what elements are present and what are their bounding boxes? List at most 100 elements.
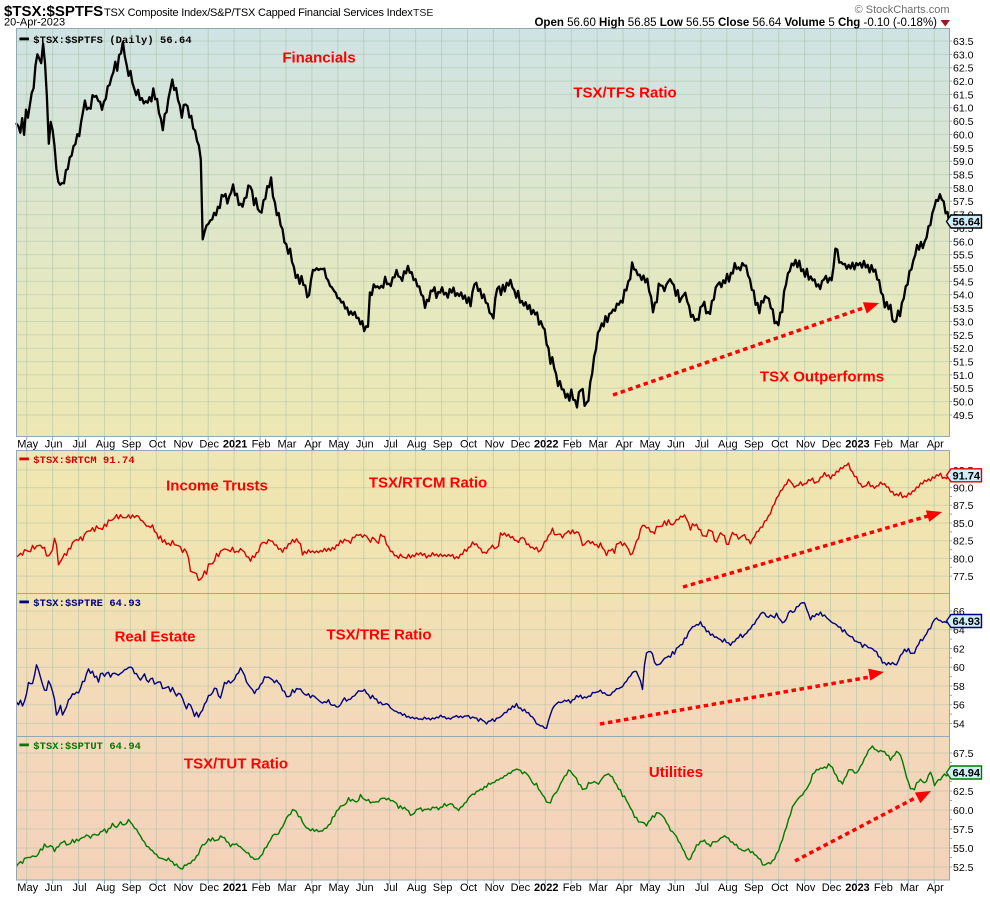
svg-text:Nov: Nov (173, 882, 193, 894)
svg-text:61.0: 61.0 (953, 103, 974, 115)
svg-text:Nov: Nov (796, 438, 816, 450)
svg-text:55.0: 55.0 (953, 263, 974, 275)
svg-text:62.0: 62.0 (953, 76, 974, 88)
svg-text:80.0: 80.0 (953, 553, 974, 565)
svg-text:TSE: TSE (413, 7, 433, 19)
svg-text:82.5: 82.5 (953, 536, 974, 548)
svg-text:53.5: 53.5 (953, 303, 974, 315)
svg-text:$TSX:$SPTFS: $TSX:$SPTFS (4, 3, 103, 20)
svg-text:Feb: Feb (252, 438, 271, 450)
svg-text:TSX/TFS Ratio: TSX/TFS Ratio (573, 85, 676, 102)
svg-text:64.93: 64.93 (952, 616, 980, 628)
svg-text:$TSX:$SPTUT 64.94: $TSX:$SPTUT 64.94 (33, 741, 141, 753)
svg-text:59.5: 59.5 (953, 143, 974, 155)
svg-text:Mar: Mar (589, 882, 608, 894)
svg-text:56.0: 56.0 (953, 236, 974, 248)
svg-text:© StockCharts.com: © StockCharts.com (855, 4, 950, 16)
svg-text:Mar: Mar (278, 438, 297, 450)
svg-text:2021: 2021 (223, 438, 247, 450)
svg-text:Apr: Apr (616, 438, 633, 450)
svg-text:Aug: Aug (96, 882, 116, 894)
svg-text:58: 58 (953, 681, 965, 693)
svg-text:Sep: Sep (744, 882, 764, 894)
svg-text:Sep: Sep (122, 882, 142, 894)
svg-text:56: 56 (953, 700, 965, 712)
svg-text:61.5: 61.5 (953, 89, 974, 101)
svg-text:Aug: Aug (718, 438, 738, 450)
svg-text:54: 54 (953, 718, 965, 730)
svg-text:Feb: Feb (252, 882, 271, 894)
svg-text:May: May (17, 882, 38, 894)
svg-text:Jul: Jul (384, 882, 398, 894)
svg-text:51.5: 51.5 (953, 356, 974, 368)
svg-text:Dec: Dec (511, 438, 531, 450)
svg-text:Oct: Oct (149, 882, 166, 894)
svg-text:TSX/RTCM Ratio: TSX/RTCM Ratio (369, 475, 487, 492)
svg-text:Feb: Feb (874, 882, 893, 894)
svg-text:63.0: 63.0 (953, 49, 974, 61)
svg-text:62.5: 62.5 (953, 786, 974, 798)
svg-text:58.5: 58.5 (953, 169, 974, 181)
svg-text:Apr: Apr (927, 882, 944, 894)
svg-text:Jul: Jul (73, 438, 87, 450)
svg-text:Real Estate: Real Estate (115, 629, 196, 646)
svg-text:Mar: Mar (278, 882, 297, 894)
svg-text:Financials: Financials (282, 50, 355, 67)
svg-text:91.74: 91.74 (952, 470, 980, 482)
svg-text:2023: 2023 (845, 882, 869, 894)
svg-text:Oct: Oct (460, 882, 477, 894)
svg-text:52.5: 52.5 (953, 330, 974, 342)
svg-text:50.0: 50.0 (953, 397, 974, 409)
svg-text:67.5: 67.5 (953, 748, 974, 760)
svg-text:Aug: Aug (96, 438, 116, 450)
svg-text:Utilities: Utilities (649, 764, 703, 781)
svg-text:64.94: 64.94 (952, 767, 980, 779)
svg-text:Feb: Feb (563, 438, 582, 450)
svg-text:55.5: 55.5 (953, 250, 974, 262)
svg-text:Jun: Jun (45, 882, 63, 894)
svg-text:TSX/TRE Ratio: TSX/TRE Ratio (326, 627, 431, 644)
svg-text:57.5: 57.5 (953, 824, 974, 836)
svg-text:Apr: Apr (927, 438, 944, 450)
svg-text:Jun: Jun (667, 438, 685, 450)
svg-text:Nov: Nov (796, 882, 816, 894)
svg-text:Sep: Sep (433, 882, 453, 894)
svg-text:Aug: Aug (407, 882, 427, 894)
svg-text:Jun: Jun (45, 438, 63, 450)
svg-text:2022: 2022 (534, 882, 558, 894)
svg-text:59.0: 59.0 (953, 156, 974, 168)
svg-text:Oct: Oct (460, 438, 477, 450)
svg-text:Nov: Nov (485, 438, 505, 450)
svg-text:52.5: 52.5 (953, 862, 974, 874)
svg-text:77.5: 77.5 (953, 571, 974, 583)
svg-text:Apr: Apr (304, 438, 321, 450)
svg-text:May: May (328, 438, 349, 450)
svg-text:66: 66 (953, 606, 965, 618)
svg-text:Aug: Aug (718, 882, 738, 894)
svg-text:58.0: 58.0 (953, 183, 974, 195)
svg-text:Open 56.60 High 56.85 Low 56: Open 56.60 High 56.85 Low 56.55 Close 56… (534, 17, 937, 29)
svg-text:57.5: 57.5 (953, 196, 974, 208)
svg-text:TSX Composite Index/S&P/TSX Ca: TSX Composite Index/S&P/TSX Capped Finan… (104, 7, 413, 19)
svg-text:Sep: Sep (433, 438, 453, 450)
svg-text:Oct: Oct (149, 438, 166, 450)
svg-text:Apr: Apr (304, 882, 321, 894)
svg-text:TSX/TUT Ratio: TSX/TUT Ratio (184, 756, 288, 773)
svg-text:52.0: 52.0 (953, 343, 974, 355)
svg-text:Dec: Dec (199, 438, 219, 450)
svg-text:62: 62 (953, 643, 965, 655)
svg-text:Mar: Mar (900, 438, 919, 450)
svg-text:49.5: 49.5 (953, 410, 974, 422)
svg-text:Jun: Jun (667, 882, 685, 894)
svg-text:Jun: Jun (356, 882, 374, 894)
svg-text:Mar: Mar (900, 882, 919, 894)
svg-text:Jul: Jul (695, 438, 709, 450)
svg-text:64: 64 (953, 625, 965, 637)
svg-text:Jul: Jul (695, 882, 709, 894)
svg-text:87.5: 87.5 (953, 500, 974, 512)
svg-text:2022: 2022 (534, 438, 558, 450)
svg-text:2021: 2021 (223, 882, 247, 894)
svg-text:Income Trusts: Income Trusts (166, 478, 268, 495)
svg-text:90.0: 90.0 (953, 483, 974, 495)
svg-text:56.64: 56.64 (952, 217, 980, 229)
